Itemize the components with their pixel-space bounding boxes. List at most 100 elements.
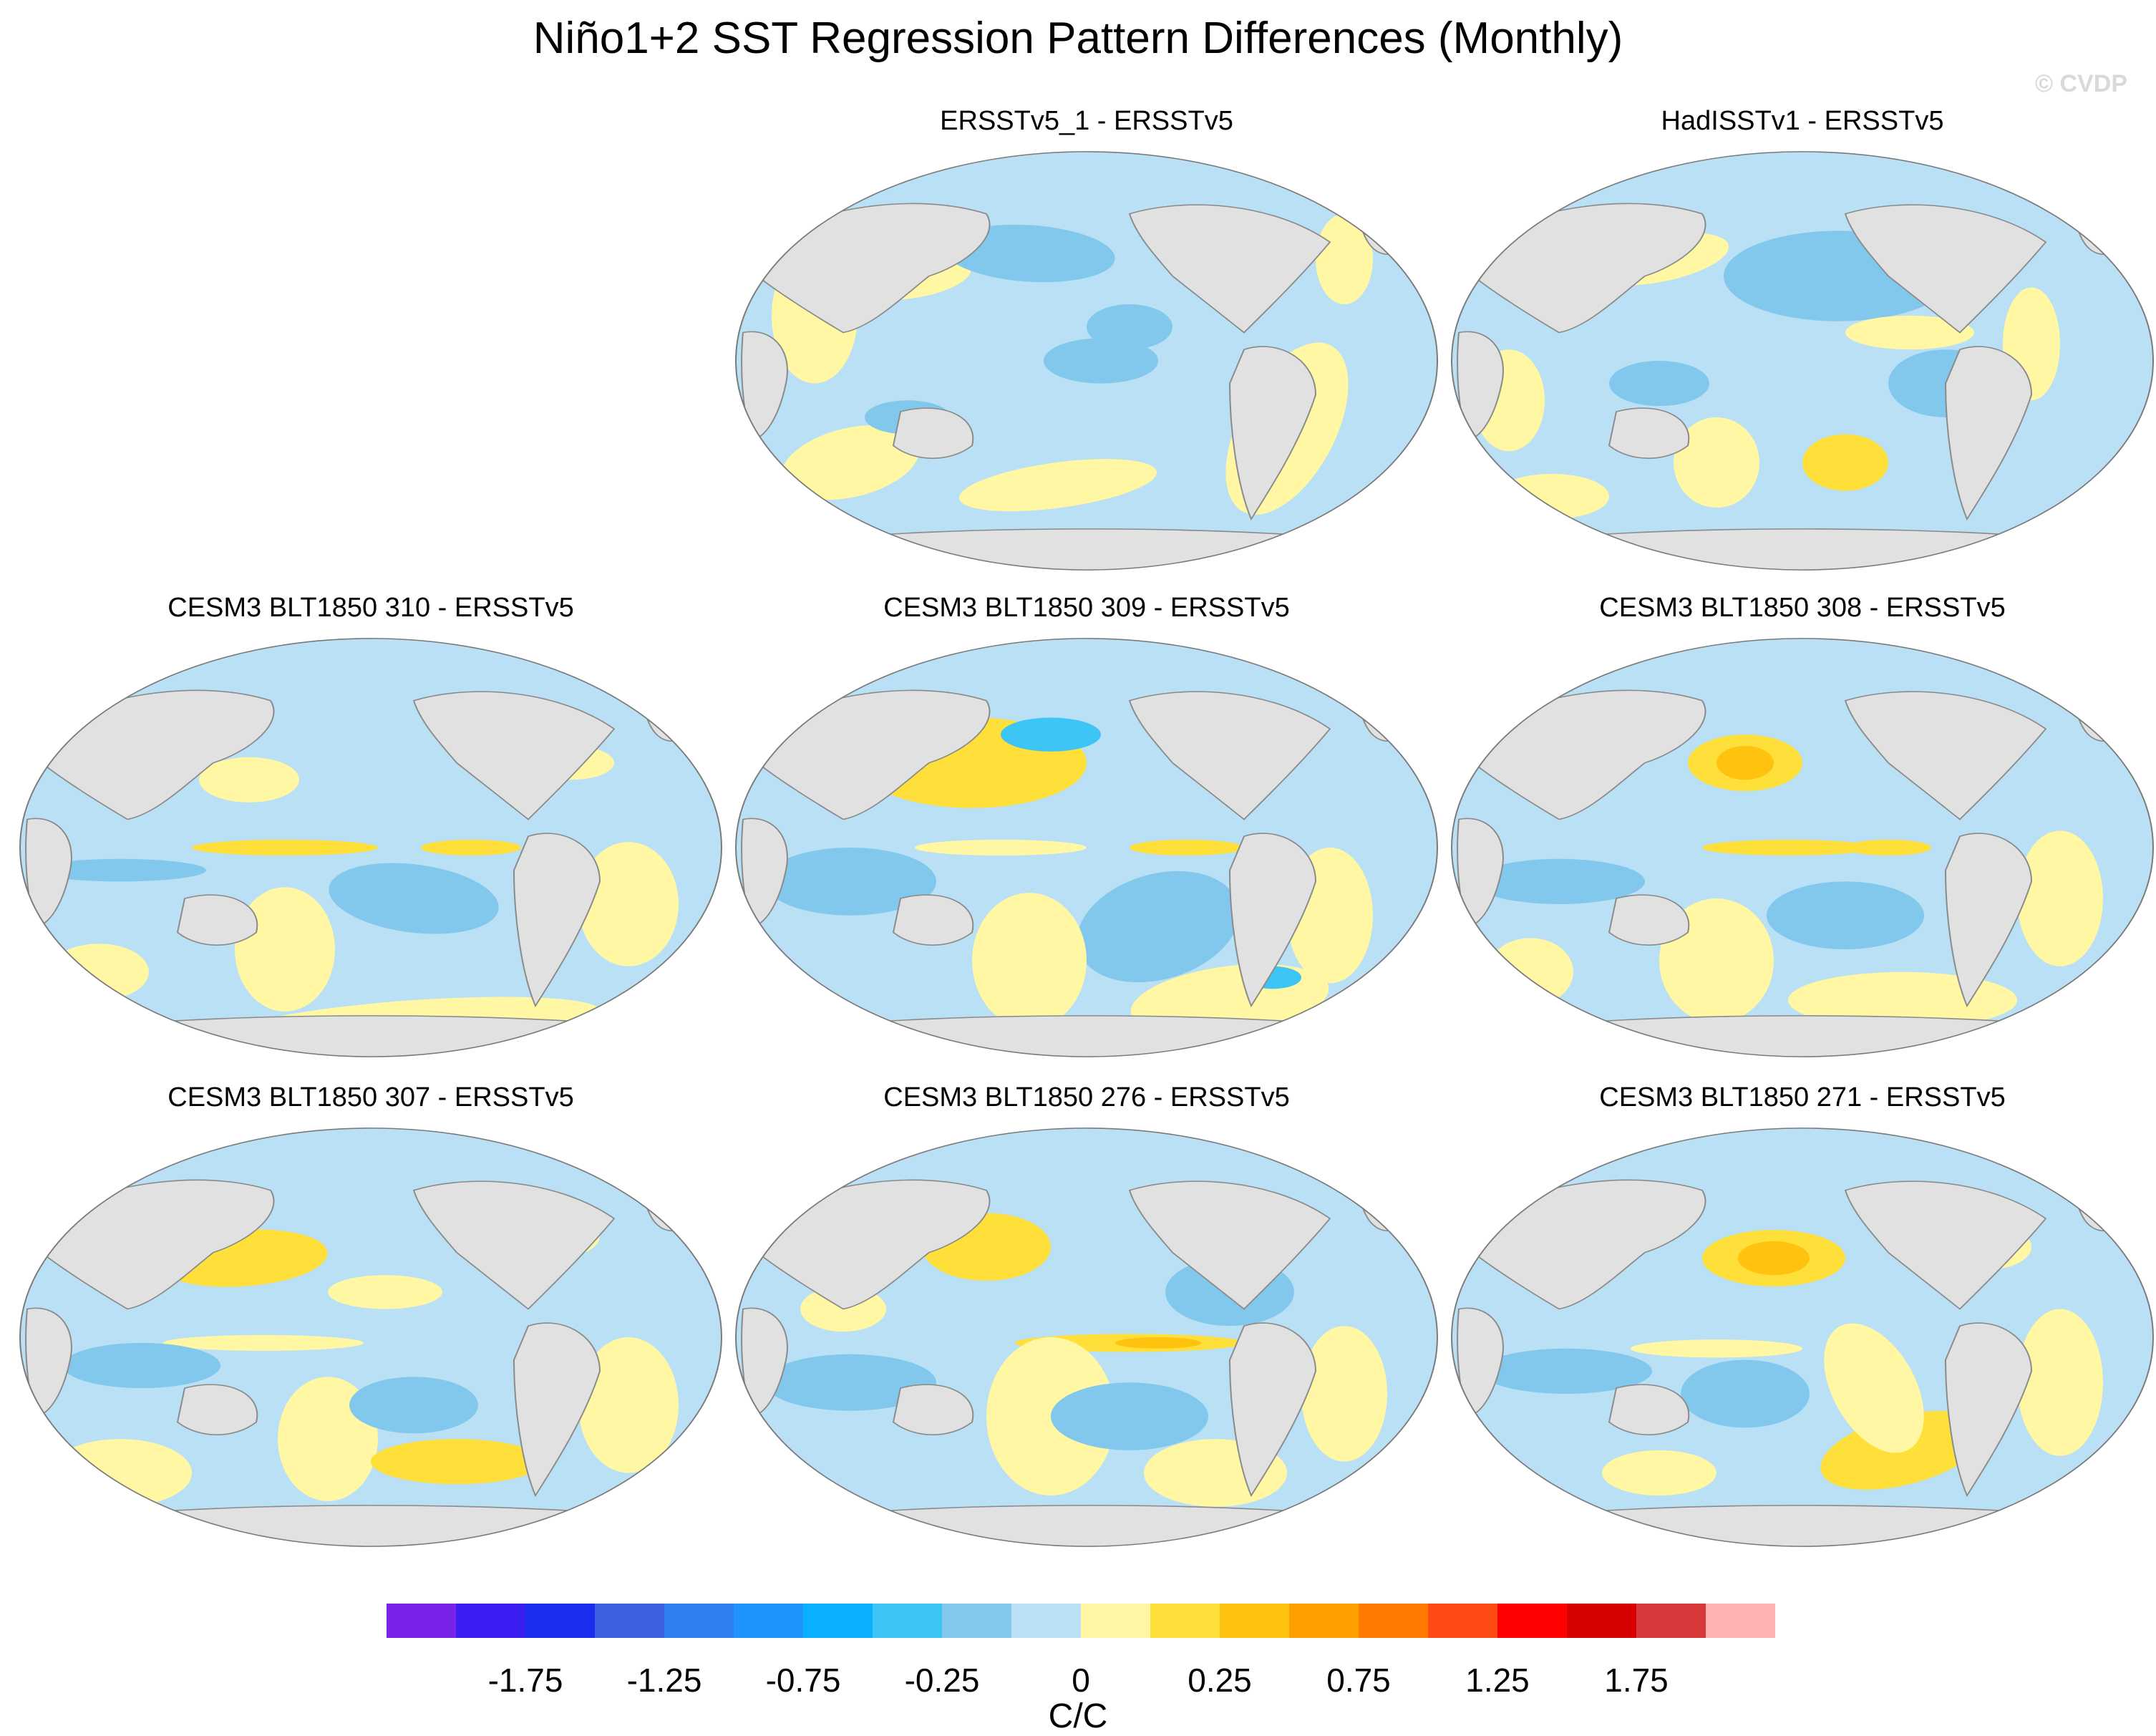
land-mass — [176, 894, 258, 946]
land-mass — [1128, 204, 1331, 334]
colorbar-swatch — [595, 1604, 664, 1638]
colorbar-swatch — [1428, 1604, 1497, 1638]
colorbar-swatch — [1497, 1604, 1567, 1638]
robinson-map — [1451, 638, 2154, 1057]
anomaly-contour — [1001, 717, 1101, 752]
anomaly-contour — [1602, 1450, 1716, 1496]
land-mass — [412, 1180, 616, 1310]
anomaly-contour — [1130, 839, 1244, 856]
map-outline — [1451, 151, 2154, 571]
land-mass — [1608, 1384, 1690, 1435]
land-mass — [513, 1322, 601, 1498]
land-mass — [800, 1015, 1374, 1057]
land-mass — [84, 1505, 658, 1547]
land-mass — [1472, 203, 1706, 334]
anomaly-contour — [915, 839, 1087, 856]
anomaly-contour — [1301, 1326, 1387, 1462]
anomaly-contour — [371, 1439, 543, 1485]
robinson-map — [1451, 1128, 2154, 1547]
land-mass — [1457, 818, 1504, 928]
anomaly-contour — [1077, 871, 1240, 983]
land-mass — [25, 1307, 72, 1417]
land-mass — [892, 1384, 974, 1435]
anomaly-contour — [163, 1334, 364, 1351]
colorbar-swatch — [1289, 1604, 1359, 1638]
land-mass — [1515, 1505, 2089, 1547]
anomaly-contour — [1087, 304, 1172, 350]
land-mass — [741, 1307, 788, 1417]
colorbar-swatch — [1359, 1604, 1428, 1638]
map-panel: CESM3 BLT1850 309 - ERSSTv5 — [729, 593, 1444, 1094]
colorbar-swatch — [873, 1604, 942, 1638]
colorbar-swatch — [387, 1604, 456, 1638]
land-mass — [741, 818, 788, 928]
anomaly-contour — [63, 1342, 220, 1389]
land-mass — [1515, 528, 2089, 571]
anomaly-contour — [1674, 417, 1759, 508]
anomaly-contour — [329, 863, 499, 934]
map-panel: CESM3 BLT1850 310 - ERSSTv5 — [13, 593, 729, 1094]
land-mass — [1515, 1015, 2089, 1057]
map-panel: ERSSTv5_1 - ERSSTv5 — [729, 106, 1444, 607]
anomaly-contour — [1609, 361, 1709, 407]
colorbar-units: C/C — [1048, 1697, 1108, 1735]
anomaly-contour — [958, 459, 1157, 512]
land-mass — [892, 894, 974, 946]
colorbar-tick-label: -1.25 — [626, 1662, 702, 1699]
copyright-label: © CVDP — [2035, 70, 2127, 97]
panel-title: ERSSTv5_1 - ERSSTv5 — [940, 106, 1233, 136]
land-mass — [1844, 691, 2047, 820]
map-outline — [735, 1128, 1438, 1547]
colorbar-tick-label: 0 — [1072, 1662, 1090, 1699]
colorbar-swatch — [1150, 1604, 1220, 1638]
colorbar-tick-label: 0.75 — [1326, 1662, 1391, 1699]
robinson-map — [735, 638, 1438, 1057]
map-outline — [735, 151, 1438, 571]
land-mass — [176, 1384, 258, 1435]
land-mass — [1944, 346, 2033, 521]
land-mass — [1844, 1180, 2047, 1310]
land-mass — [800, 528, 1374, 571]
anomaly-contour — [1495, 473, 1609, 520]
land-mass — [41, 1179, 275, 1310]
land-mass — [1228, 346, 1317, 521]
map-panel: HadISSTv1 - ERSSTv5 — [1444, 106, 2156, 607]
land-mass — [892, 407, 974, 459]
colorbar-swatch — [803, 1604, 873, 1638]
anomaly-contour — [1316, 213, 1373, 305]
land-mass — [1128, 691, 1331, 820]
map-outline — [1451, 638, 2154, 1057]
ocean-field — [20, 1128, 722, 1547]
panel-title: CESM3 BLT1850 310 - ERSSTv5 — [167, 593, 574, 623]
map-panel: CESM3 BLT1850 308 - ERSSTv5 — [1444, 593, 2156, 1094]
anomaly-contour — [328, 1275, 442, 1309]
anomaly-contour — [49, 1439, 192, 1507]
anomaly-contour — [1738, 1241, 1810, 1276]
colorbar-swatch — [1011, 1604, 1081, 1638]
anomaly-contour — [421, 839, 521, 856]
land-mass — [1944, 1322, 2033, 1498]
land-mass — [1457, 331, 1504, 441]
land-mass — [1608, 894, 1690, 946]
anomaly-contour — [1473, 858, 1645, 904]
panel-title: CESM3 BLT1850 307 - ERSSTv5 — [167, 1082, 574, 1112]
map-outline — [735, 638, 1438, 1057]
panel-title: CESM3 BLT1850 271 - ERSSTv5 — [1599, 1082, 2006, 1112]
colorbar-tick-label: -0.75 — [765, 1662, 841, 1699]
anomaly-contour — [1702, 839, 1874, 856]
colorbar-swatch — [525, 1604, 595, 1638]
robinson-map — [1451, 151, 2154, 571]
map-outline — [19, 638, 722, 1057]
anomaly-contour — [1845, 315, 1974, 350]
land-mass — [513, 833, 601, 1008]
anomaly-contour — [34, 858, 206, 882]
anomaly-contour — [1802, 434, 1888, 491]
anomaly-contour — [1681, 1359, 1810, 1428]
panel-title: CESM3 BLT1850 308 - ERSSTv5 — [1599, 593, 2006, 623]
colorbar-swatch — [734, 1604, 803, 1638]
map-outline — [1451, 1128, 2154, 1547]
anomaly-contour — [943, 224, 1115, 283]
map-outline — [19, 1128, 722, 1547]
panel-title: CESM3 BLT1850 309 - ERSSTv5 — [883, 593, 1290, 623]
colorbar-swatch — [1706, 1604, 1775, 1638]
